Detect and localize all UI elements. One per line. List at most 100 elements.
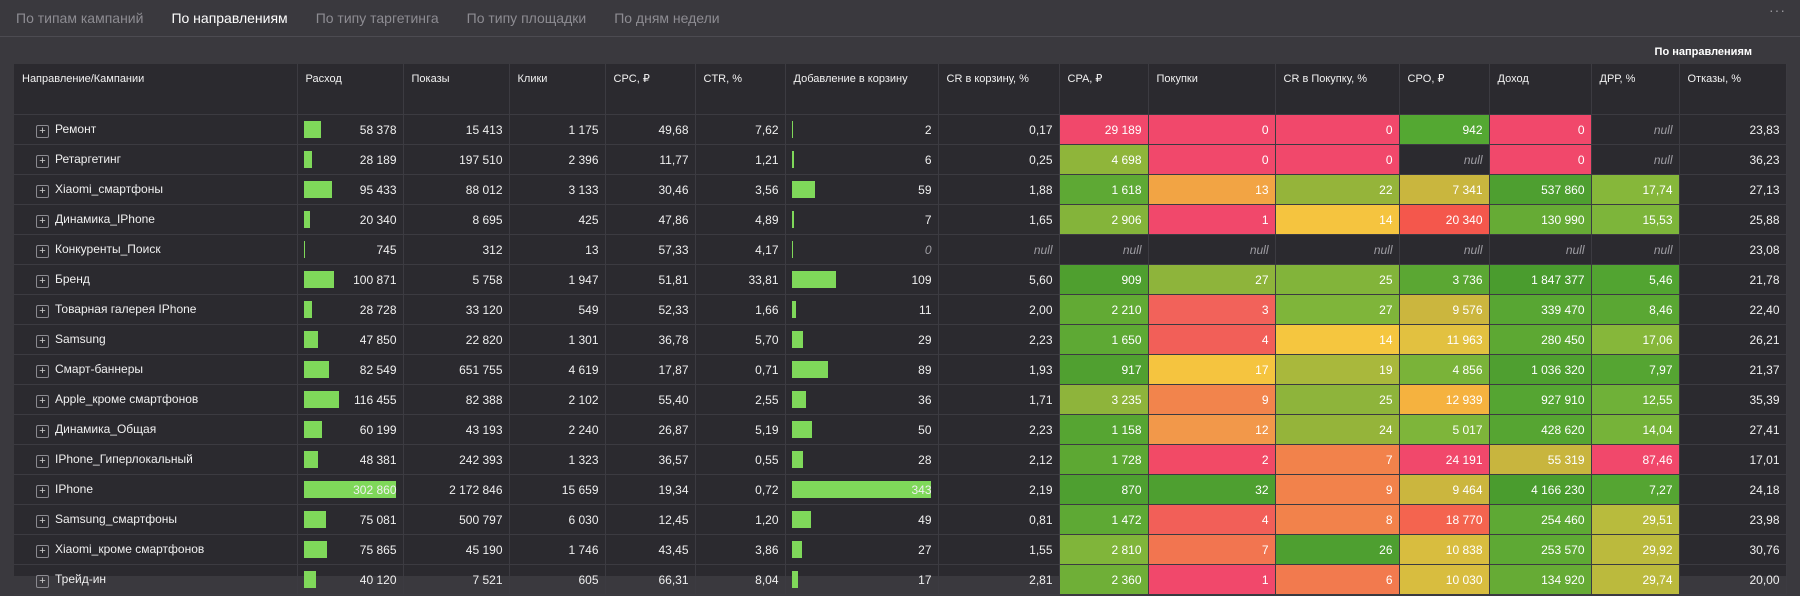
- cell-value: 22 820: [403, 324, 510, 355]
- cell-value: 870: [1059, 474, 1149, 505]
- column-header[interactable]: Клики: [509, 64, 606, 115]
- cell-value: 36: [918, 392, 932, 407]
- table-row[interactable]: + Ретаргетинг 28 189 197 510 2 396 11,77 1,21 6…: [14, 144, 1787, 175]
- cart-cell: 6: [785, 144, 939, 175]
- table-row[interactable]: + Samsung_смартфоны 75 081 500 797 6 030 12,4…: [14, 504, 1787, 535]
- cell-value: 100 871: [353, 272, 397, 287]
- cell-value: 43 193: [403, 414, 510, 445]
- cell-value: 5 017: [1399, 414, 1490, 445]
- column-header[interactable]: Показы: [403, 64, 510, 115]
- table-row[interactable]: + Бренд 100 871 5 758 1 947 51,81 33,81 109 5,60…: [14, 264, 1787, 295]
- table-row[interactable]: + Динамика_Общая 60 199 43 193 2 240 26,87 5,1…: [14, 414, 1787, 445]
- spend-cell: 75 081: [297, 504, 404, 535]
- expand-icon[interactable]: +: [36, 574, 49, 588]
- cell-value: 2 396: [509, 144, 606, 175]
- cell-value: 1,65: [938, 204, 1060, 235]
- cart-bar: [791, 331, 804, 348]
- table-row[interactable]: + Трейд-ин 40 120 7 521 605 66,31 8,04 17 2,81 2 …: [14, 564, 1787, 595]
- cart-cell: 89: [785, 354, 939, 385]
- cart-cell: 50: [785, 414, 939, 445]
- cell-value: 2 172 846: [403, 474, 510, 505]
- expand-icon[interactable]: +: [36, 304, 49, 318]
- table-row[interactable]: + Samsung 47 850 22 820 1 301 36,78 5,70 29 2,23…: [14, 324, 1787, 355]
- cell-value: 5,60: [938, 264, 1060, 295]
- expand-icon[interactable]: +: [36, 334, 49, 348]
- column-header[interactable]: CR в Покупку, %: [1275, 64, 1400, 115]
- column-header[interactable]: CPA, ₽: [1059, 64, 1149, 115]
- cell-value: 2,55: [695, 384, 786, 415]
- table-row[interactable]: + Смарт-баннеры 82 549 651 755 4 619 17,87 0,7…: [14, 354, 1787, 385]
- table-row[interactable]: + IPhone 302 860 2 172 846 15 659 19,34 0,72 34…: [14, 474, 1787, 505]
- cell-value: 253 570: [1489, 534, 1592, 565]
- cart-bar: [791, 151, 794, 168]
- tab-4[interactable]: По дням недели: [614, 10, 720, 26]
- expand-icon[interactable]: +: [36, 214, 49, 228]
- column-header[interactable]: CPO, ₽: [1399, 64, 1490, 115]
- tab-3[interactable]: По типу площадки: [466, 10, 587, 26]
- cell-value: 3: [1148, 294, 1276, 325]
- cell-value: 4 856: [1399, 354, 1490, 385]
- cell-value: 49,68: [605, 114, 696, 145]
- cart-cell: 17: [785, 564, 939, 595]
- tab-2[interactable]: По типу таргетинга: [315, 10, 439, 26]
- cell-value: 1 650: [1059, 324, 1149, 355]
- spend-cell: 20 340: [297, 204, 404, 235]
- cell-value: 33,81: [695, 264, 786, 295]
- expand-icon[interactable]: +: [36, 364, 49, 378]
- cart-bar: [791, 451, 803, 468]
- cart-cell: 2: [785, 114, 939, 145]
- cell-value: 7: [1275, 444, 1400, 475]
- column-header[interactable]: ДРР, %: [1591, 64, 1680, 115]
- expand-icon[interactable]: +: [36, 124, 49, 138]
- cell-value: 302 860: [353, 482, 397, 497]
- table-row[interactable]: + Товарная галерея IPhone 28 728 33 120 549 5…: [14, 294, 1787, 325]
- column-header[interactable]: CPC, ₽: [605, 64, 696, 115]
- cell-value: 0: [1148, 114, 1276, 145]
- table-row[interactable]: + Динамика_IPhone 20 340 8 695 425 47,86 4,89 7…: [14, 204, 1787, 235]
- cell-value: 17: [1148, 354, 1276, 385]
- campaign-name-cell: + Xiaomi_кроме смартфонов: [14, 534, 298, 565]
- cart-bar: [791, 421, 812, 438]
- cell-value: 25,88: [1679, 204, 1787, 235]
- column-header[interactable]: Направление/Кампании: [14, 64, 298, 115]
- tab-1[interactable]: По направлениям: [171, 10, 288, 26]
- cell-value: 0: [1489, 114, 1592, 145]
- table-row[interactable]: + Xiaomi_смартфоны 95 433 88 012 3 133 30,46 3…: [14, 174, 1787, 205]
- column-header[interactable]: Добавление в корзину: [785, 64, 939, 115]
- expand-icon[interactable]: +: [36, 484, 49, 498]
- expand-icon[interactable]: +: [36, 544, 49, 558]
- cell-value: 19: [1275, 354, 1400, 385]
- cart-bar: [791, 391, 807, 408]
- column-header[interactable]: Отказы, %: [1679, 64, 1787, 115]
- expand-icon[interactable]: +: [36, 514, 49, 528]
- expand-icon[interactable]: +: [36, 184, 49, 198]
- column-header[interactable]: CTR, %: [695, 64, 786, 115]
- campaign-name: Samsung: [55, 331, 106, 346]
- cell-value: 10 838: [1399, 534, 1490, 565]
- expand-icon[interactable]: +: [36, 424, 49, 438]
- tab-0[interactable]: По типам кампаний: [16, 10, 144, 26]
- cell-value: 58 378: [359, 122, 397, 137]
- column-header[interactable]: CR в корзину, %: [938, 64, 1060, 115]
- table-row[interactable]: + Конкуренты_Поиск 745 312 13 57,33 4,17 0 null n…: [14, 234, 1787, 265]
- spend-bar: [303, 391, 339, 408]
- expand-icon[interactable]: +: [36, 274, 49, 288]
- table-row[interactable]: + Apple_кроме смартфонов 116 455 82 388 2 10…: [14, 384, 1787, 415]
- column-header[interactable]: Покупки: [1148, 64, 1276, 115]
- cell-value: 59: [918, 182, 932, 197]
- expand-icon[interactable]: +: [36, 394, 49, 408]
- expand-icon[interactable]: +: [36, 454, 49, 468]
- table-row[interactable]: + IPhone_Гиперлокальный 48 381 242 393 1 323…: [14, 444, 1787, 475]
- cell-value: null: [1591, 234, 1680, 265]
- column-header[interactable]: Доход: [1489, 64, 1592, 115]
- table-row[interactable]: + Ремонт 58 378 15 413 1 175 49,68 7,62 2 0,17 29…: [14, 114, 1787, 145]
- expand-icon[interactable]: +: [36, 154, 49, 168]
- spend-cell: 302 860: [297, 474, 404, 505]
- cell-value: 7 521: [403, 564, 510, 595]
- cell-value: 6: [924, 152, 932, 167]
- more-menu-icon[interactable]: ···: [1769, 2, 1786, 18]
- expand-icon[interactable]: +: [36, 244, 49, 258]
- column-header[interactable]: Расход: [297, 64, 404, 115]
- cell-value: 2 810: [1059, 534, 1149, 565]
- table-row[interactable]: + Xiaomi_кроме смартфонов 75 865 45 190 1 74…: [14, 534, 1787, 565]
